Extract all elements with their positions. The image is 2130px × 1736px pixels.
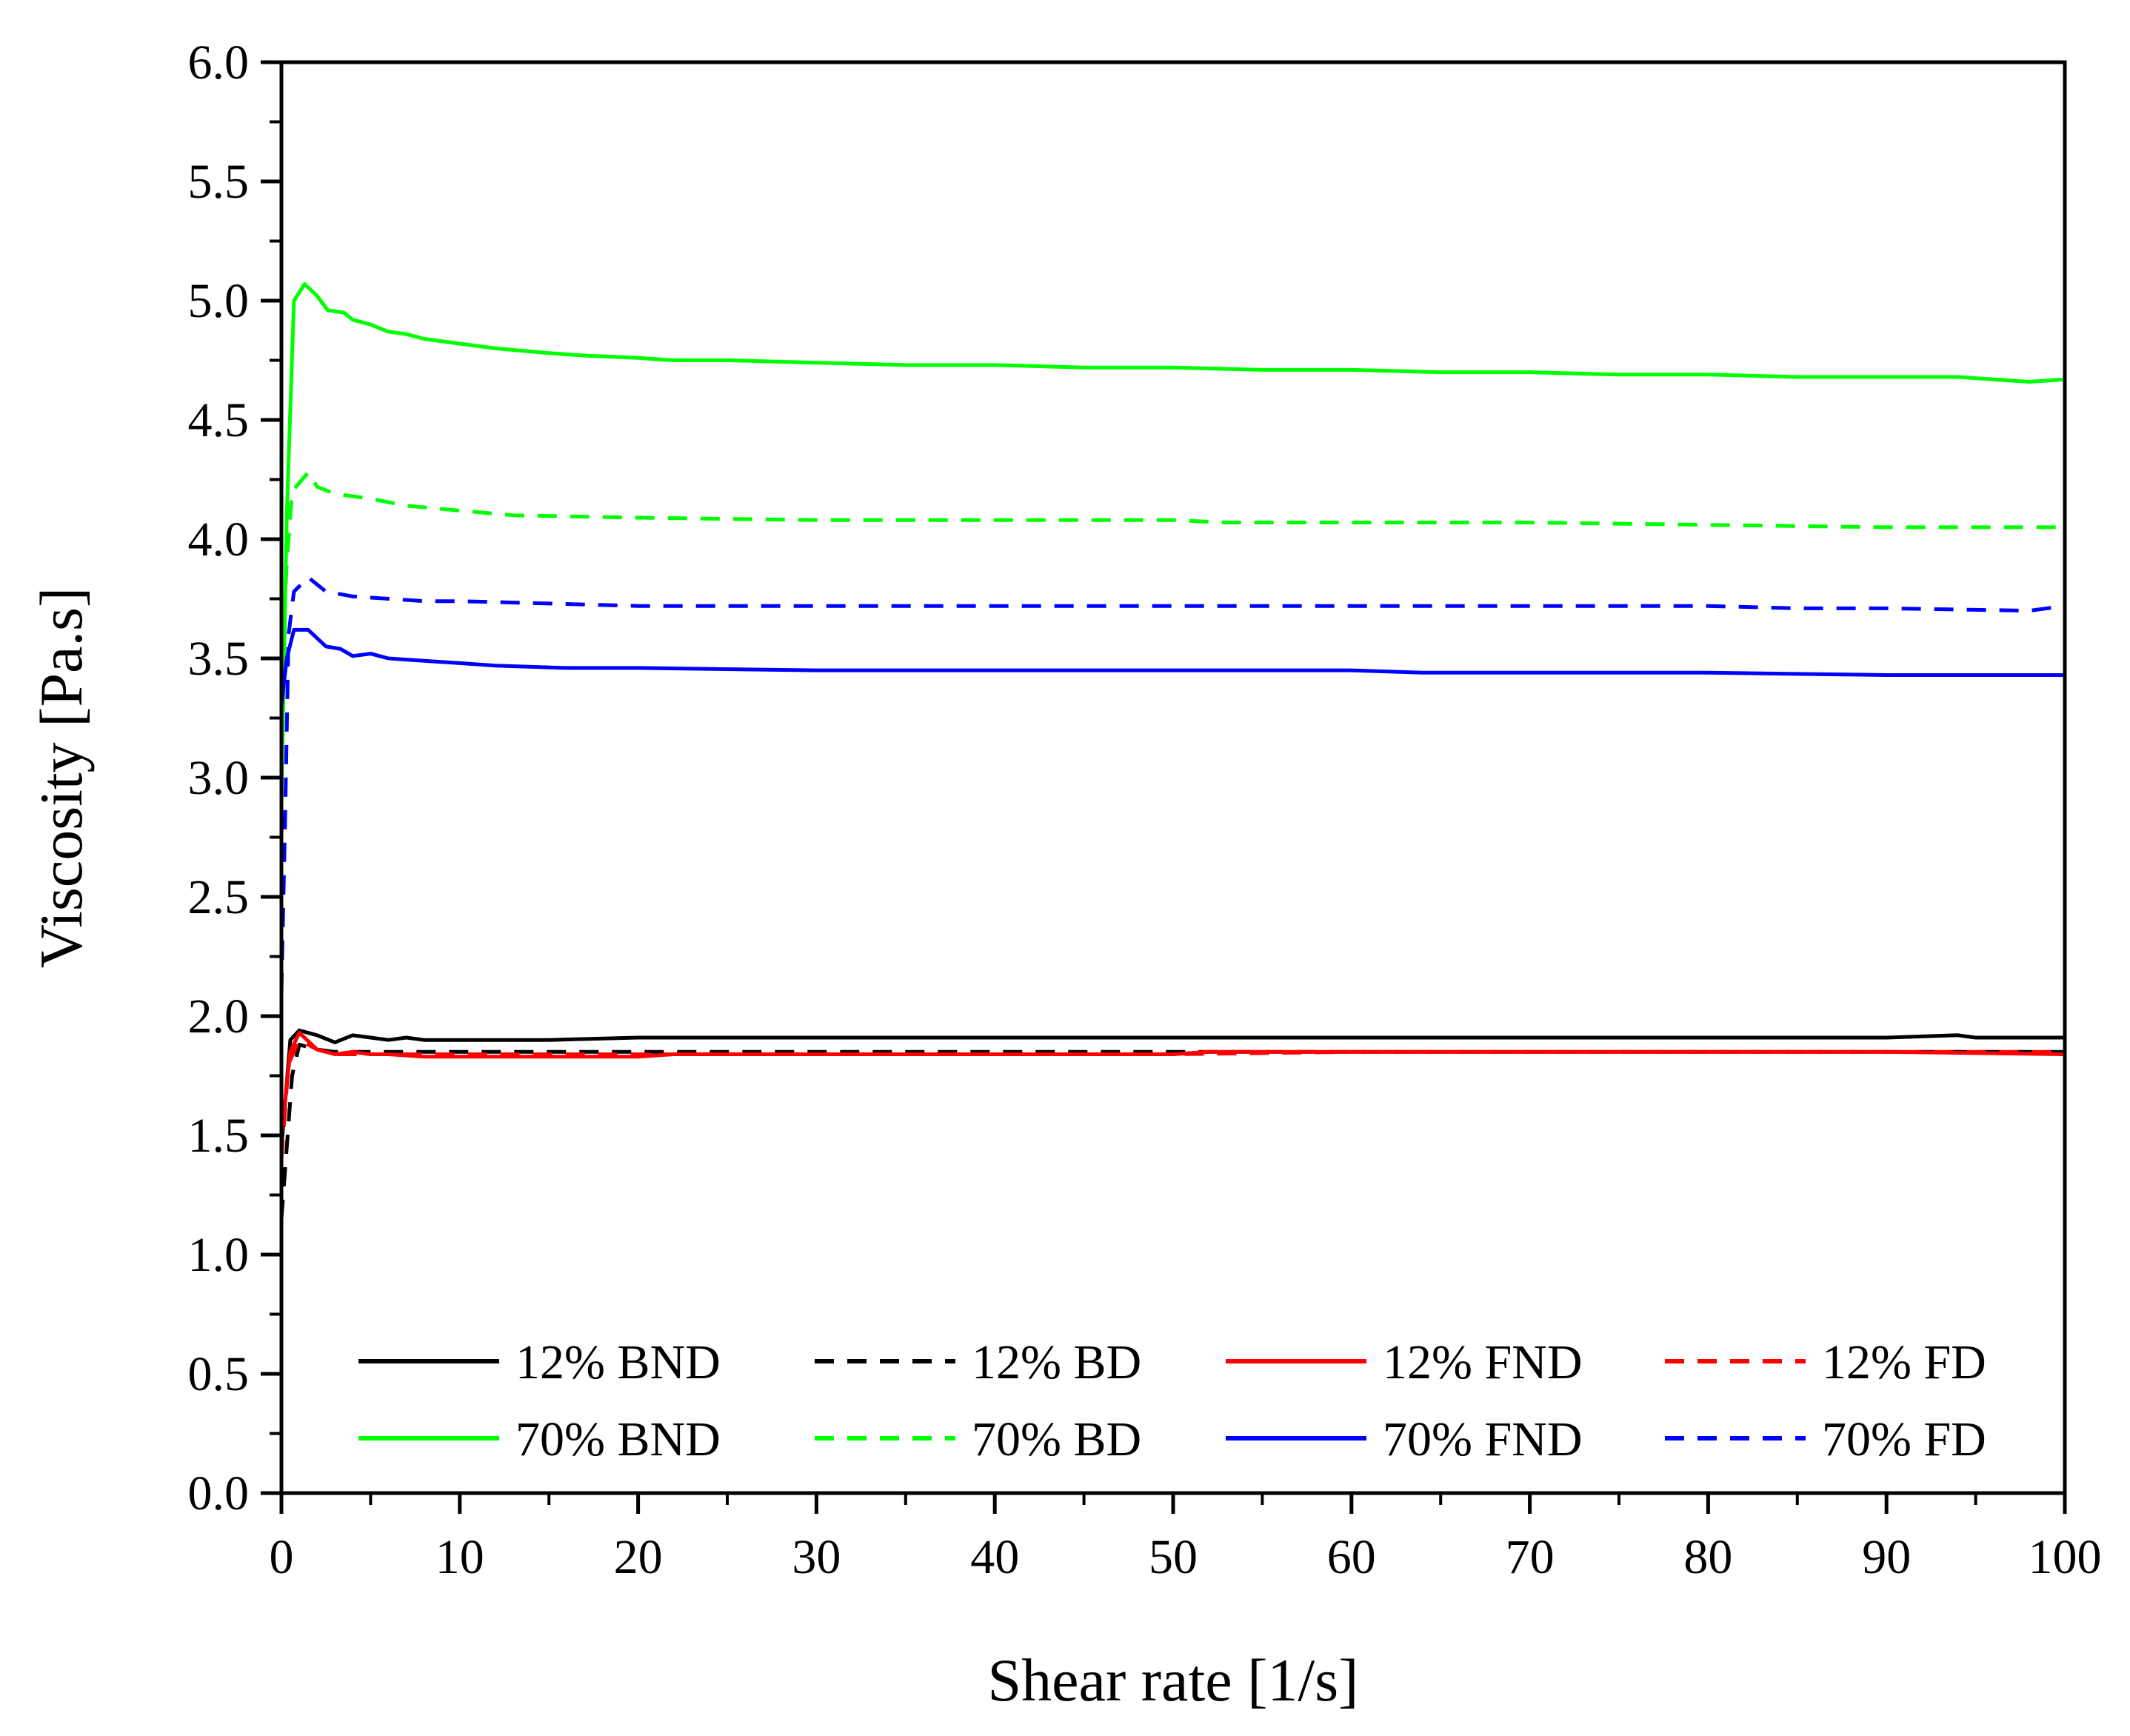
series-line-12-bd <box>279 1043 2065 1219</box>
x-tick-label: 40 <box>970 1530 1019 1584</box>
y-axis-title: Viscosity [Pa.s] <box>27 587 95 968</box>
x-axis: 0 10 20 30 40 50 60 70 80 90 100 <box>270 1493 2102 1584</box>
y-tick-label: 0.5 <box>188 1347 250 1401</box>
series-line-70-fd <box>279 575 2066 992</box>
x-tick-label: 20 <box>614 1530 663 1584</box>
y-tick-label: 1.5 <box>188 1109 250 1163</box>
series-line-70-bd <box>279 470 2065 683</box>
y-tick-label: 2.0 <box>188 989 250 1044</box>
y-tick-label: 2.5 <box>188 870 250 924</box>
y-tick-label: 4.5 <box>188 393 250 447</box>
legend-label: 12% FD <box>1822 1335 1986 1389</box>
series-line-12-bnd <box>279 1028 2065 1148</box>
legend-label: 12% FND <box>1383 1335 1583 1389</box>
x-tick-label: 50 <box>1149 1530 1198 1584</box>
legend-label: 12% BND <box>515 1335 721 1389</box>
legend-label: 70% FND <box>1383 1412 1583 1466</box>
x-axis-title: Shear rate [1/s] <box>988 1646 1359 1714</box>
series-line-12-fd <box>279 1038 2065 1160</box>
y-tick-label: 0.0 <box>188 1466 250 1520</box>
y-tick-label: 5.5 <box>188 155 250 209</box>
x-tick-label: 70 <box>1506 1530 1555 1584</box>
legend-label: 12% BD <box>972 1335 1141 1389</box>
x-tick-label: 80 <box>1683 1530 1732 1584</box>
x-tick-label: 10 <box>435 1530 484 1584</box>
x-tick-label: 0 <box>270 1530 294 1584</box>
x-tick-label: 60 <box>1327 1530 1376 1584</box>
series-line-70-fnd <box>279 627 2065 707</box>
y-tick-label: 3.5 <box>188 632 250 686</box>
x-tick-label: 90 <box>1862 1530 1911 1584</box>
y-tick-label: 5.0 <box>188 274 250 328</box>
legend: 12% BND 12% BD 12% FND 12% FD 70% BND 70% BD 7… <box>358 1335 1986 1466</box>
x-tick-label: 100 <box>2029 1530 2102 1584</box>
series-line-70-bnd <box>279 282 2066 802</box>
x-tick-label: 30 <box>792 1530 841 1584</box>
y-axis: 0.0 0.5 1.0 1.5 2.0 2.5 3.0 3.5 4.0 4.5 5.0 5.5 6.0 <box>188 36 281 1520</box>
legend-label: 70% BND <box>515 1412 721 1466</box>
legend-label: 70% BD <box>972 1412 1141 1466</box>
series-layer <box>279 282 2066 1219</box>
y-tick-label: 6.0 <box>188 36 250 90</box>
y-tick-label: 3.0 <box>188 751 250 805</box>
y-tick-label: 1.0 <box>188 1228 250 1282</box>
legend-label: 70% FD <box>1822 1412 1986 1466</box>
y-tick-label: 4.0 <box>188 513 250 567</box>
